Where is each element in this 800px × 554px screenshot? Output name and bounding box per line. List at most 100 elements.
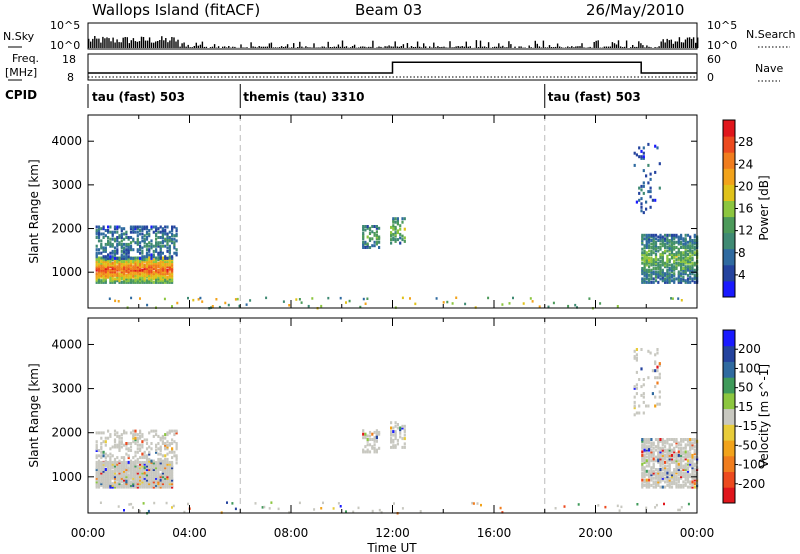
echo-cell	[680, 483, 683, 487]
echo-cell	[371, 225, 374, 228]
echo-cell	[648, 261, 651, 265]
echo-cell	[102, 466, 105, 470]
echo-cell	[118, 267, 121, 270]
echo-cell	[132, 237, 135, 241]
echo-cell	[109, 478, 112, 482]
ground-scatter-cell	[227, 303, 230, 307]
echo-cell	[673, 482, 676, 486]
echo-cell	[161, 265, 164, 269]
echo-cell	[643, 441, 646, 445]
colorbar-label: Power [dB]	[757, 175, 771, 240]
echo-cell	[148, 457, 151, 461]
nsky-bar	[372, 40, 374, 48]
echo-cell	[680, 240, 683, 244]
echo-cell	[164, 230, 167, 234]
echo-cell	[171, 275, 174, 279]
nsky-bar	[429, 46, 431, 48]
echo-cell	[693, 247, 696, 251]
echo-cell	[123, 255, 126, 259]
echo-cell	[161, 263, 164, 267]
nsky-bar	[256, 47, 258, 48]
echo-cell	[159, 263, 162, 267]
echo-cell	[643, 280, 646, 284]
nsky-bar	[692, 37, 695, 48]
echo-cell	[656, 369, 659, 373]
echo-cell	[659, 235, 662, 239]
echo-cell	[125, 265, 128, 269]
echo-cell	[641, 261, 644, 265]
colorbar-tick-label: 20	[738, 179, 753, 193]
echo-cell	[673, 268, 676, 272]
echo-cell	[691, 263, 694, 267]
nsky-bar	[650, 47, 652, 48]
nsky-bar	[339, 46, 342, 48]
echo-cell	[664, 476, 667, 480]
echo-cell	[166, 447, 169, 451]
echo-cell	[654, 455, 658, 459]
echo-cell	[677, 261, 680, 265]
echo-cell	[664, 469, 667, 473]
echo-cell	[661, 279, 664, 283]
echo-cell	[650, 443, 653, 447]
nsky-bar	[660, 41, 662, 48]
echo-cell	[139, 456, 142, 460]
echo-cell	[677, 485, 680, 489]
echo-cell	[661, 457, 664, 461]
echo-cell	[684, 478, 687, 482]
echo-cell	[166, 475, 169, 479]
echo-cell	[141, 456, 144, 460]
frequency-trace	[88, 61, 697, 74]
echo-cell	[403, 428, 406, 432]
echo-cell	[666, 261, 669, 265]
echo-cell	[136, 225, 139, 229]
echo-cell	[641, 251, 644, 255]
echo-cell	[116, 466, 119, 470]
echo-cell	[166, 469, 169, 473]
echo-cell	[118, 475, 121, 479]
colorbar-swatch	[723, 377, 735, 394]
nsky-bar	[668, 40, 670, 48]
echo-cell	[95, 244, 98, 248]
echo-cell	[143, 454, 146, 458]
echo-cell	[652, 235, 655, 239]
nsky-tick-top: 10^5	[50, 19, 80, 32]
echo-cell	[155, 258, 158, 262]
echo-cell	[394, 430, 397, 434]
echo-cell	[641, 268, 644, 272]
nsky-bar	[264, 46, 266, 48]
echo-cell	[175, 239, 178, 243]
echo-cell	[159, 447, 162, 451]
echo-cell	[129, 431, 133, 435]
echo-cell	[104, 256, 107, 260]
echo-cell	[168, 473, 171, 477]
echo-cell	[650, 277, 653, 281]
echo-cell	[148, 241, 151, 245]
echo-cell	[399, 241, 402, 245]
echo-cell	[682, 263, 685, 267]
echo-cell	[145, 478, 149, 482]
echo-cell	[113, 249, 117, 253]
echo-cell	[171, 229, 174, 232]
echo-cell	[139, 434, 142, 438]
echo-cell	[148, 431, 151, 435]
echo-cell	[136, 263, 139, 267]
echo-cell	[145, 457, 149, 461]
echo-cell	[635, 411, 638, 415]
echo-cell	[171, 270, 174, 274]
echo-cell	[123, 471, 126, 475]
echo-cell	[648, 471, 651, 475]
nsky-bar	[169, 40, 171, 48]
echo-cell	[666, 439, 669, 443]
echo-cell	[659, 448, 662, 452]
echo-cell	[642, 411, 645, 415]
echo-cell	[677, 468, 680, 471]
echo-cell	[95, 443, 98, 447]
echo-cell	[171, 450, 174, 454]
echo-cell	[129, 442, 133, 445]
echo-cell	[161, 483, 164, 487]
echo-cell	[118, 272, 121, 276]
echo-cell	[633, 413, 636, 417]
echo-cell	[107, 239, 110, 243]
echo-cell	[659, 455, 662, 459]
echo-cell	[175, 234, 178, 238]
